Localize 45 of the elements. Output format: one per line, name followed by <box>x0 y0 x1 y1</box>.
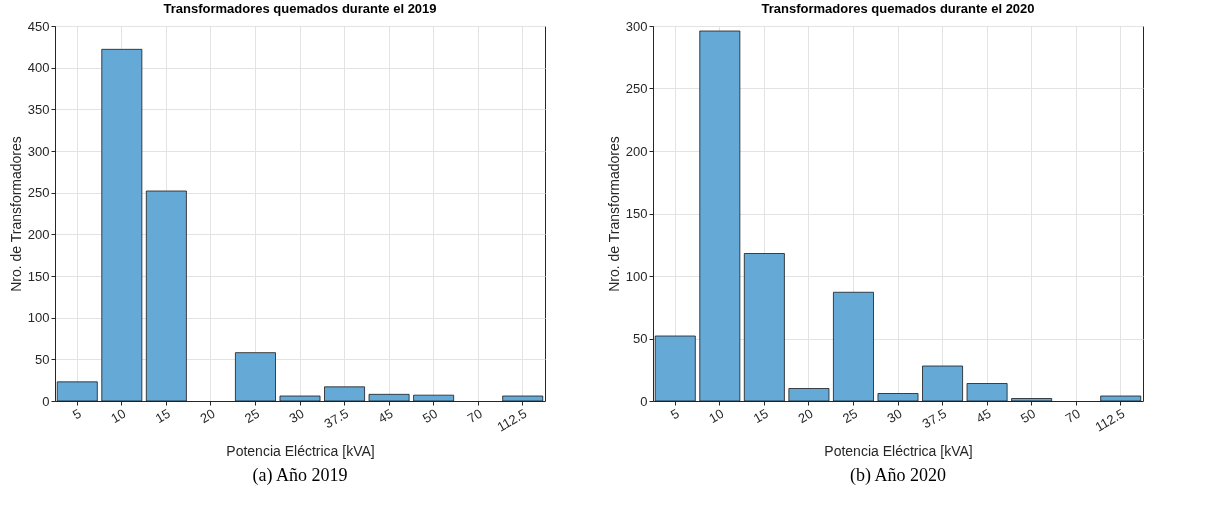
x-tick-label: 25 <box>241 405 262 426</box>
y-tick-label: 0 <box>640 393 648 409</box>
x-tick-label: 50 <box>420 405 441 426</box>
x-tick-label: 25 <box>839 405 860 426</box>
x-tick-label: 37.5 <box>919 405 950 432</box>
y-tick-label: 250 <box>625 81 648 96</box>
text: (a) Año 2019 <box>252 465 348 486</box>
x-tick-label: 45 <box>375 405 396 426</box>
y-tick-label: 150 <box>625 206 648 221</box>
text: (b) Año 2020 <box>850 465 946 486</box>
x-tick-label: 15 <box>152 405 173 426</box>
x-tick-label: 20 <box>197 405 218 426</box>
x-tick-label: 10 <box>108 405 129 426</box>
y-tick-label: 350 <box>27 101 50 117</box>
y-tick-label: 100 <box>625 268 648 284</box>
x-tick-label: 50 <box>1018 405 1039 426</box>
x-tick-label: 5 <box>668 405 682 423</box>
chart-title: Transformadores quemados durante el 2020 <box>761 1 1035 16</box>
x-tick-label: 15 <box>750 405 771 426</box>
x-tick-label: 37.5 <box>321 405 352 432</box>
y-tick-label: 100 <box>27 310 50 326</box>
y-tick-label: 250 <box>27 185 50 201</box>
y-axis-title: Nro. de Transformadores <box>7 136 24 292</box>
y-tick-label: 150 <box>27 268 50 284</box>
x-axis-title: Potencia Eléctrica [kVA] <box>824 442 973 459</box>
chart-title: Transformadores quemados durante el 2019 <box>163 1 437 16</box>
y-tick-label: 50 <box>633 331 648 346</box>
x-tick-label: 30 <box>884 405 905 426</box>
y-tick-label: 300 <box>625 18 648 34</box>
x-tick-label: 5 <box>70 405 84 423</box>
x-tick-label: 70 <box>464 405 485 426</box>
y-tick-label: 400 <box>27 60 50 76</box>
y-axis-title: Nro. de Transformadores <box>605 136 622 292</box>
x-axis-title: Potencia Eléctrica [kVA] <box>226 442 375 459</box>
y-tick-label: 300 <box>27 143 50 159</box>
x-tick-label: 20 <box>795 405 816 426</box>
x-tick-label: 45 <box>973 405 994 426</box>
y-tick-label: 0 <box>42 393 50 409</box>
y-tick-label: 200 <box>625 143 648 159</box>
y-tick-label: 450 <box>27 18 50 34</box>
x-tick-label: 10 <box>706 405 727 426</box>
y-tick-label: 50 <box>35 351 50 367</box>
x-tick-label: 30 <box>286 405 307 426</box>
x-tick-label: 70 <box>1062 405 1083 426</box>
y-tick-label: 200 <box>27 226 50 242</box>
